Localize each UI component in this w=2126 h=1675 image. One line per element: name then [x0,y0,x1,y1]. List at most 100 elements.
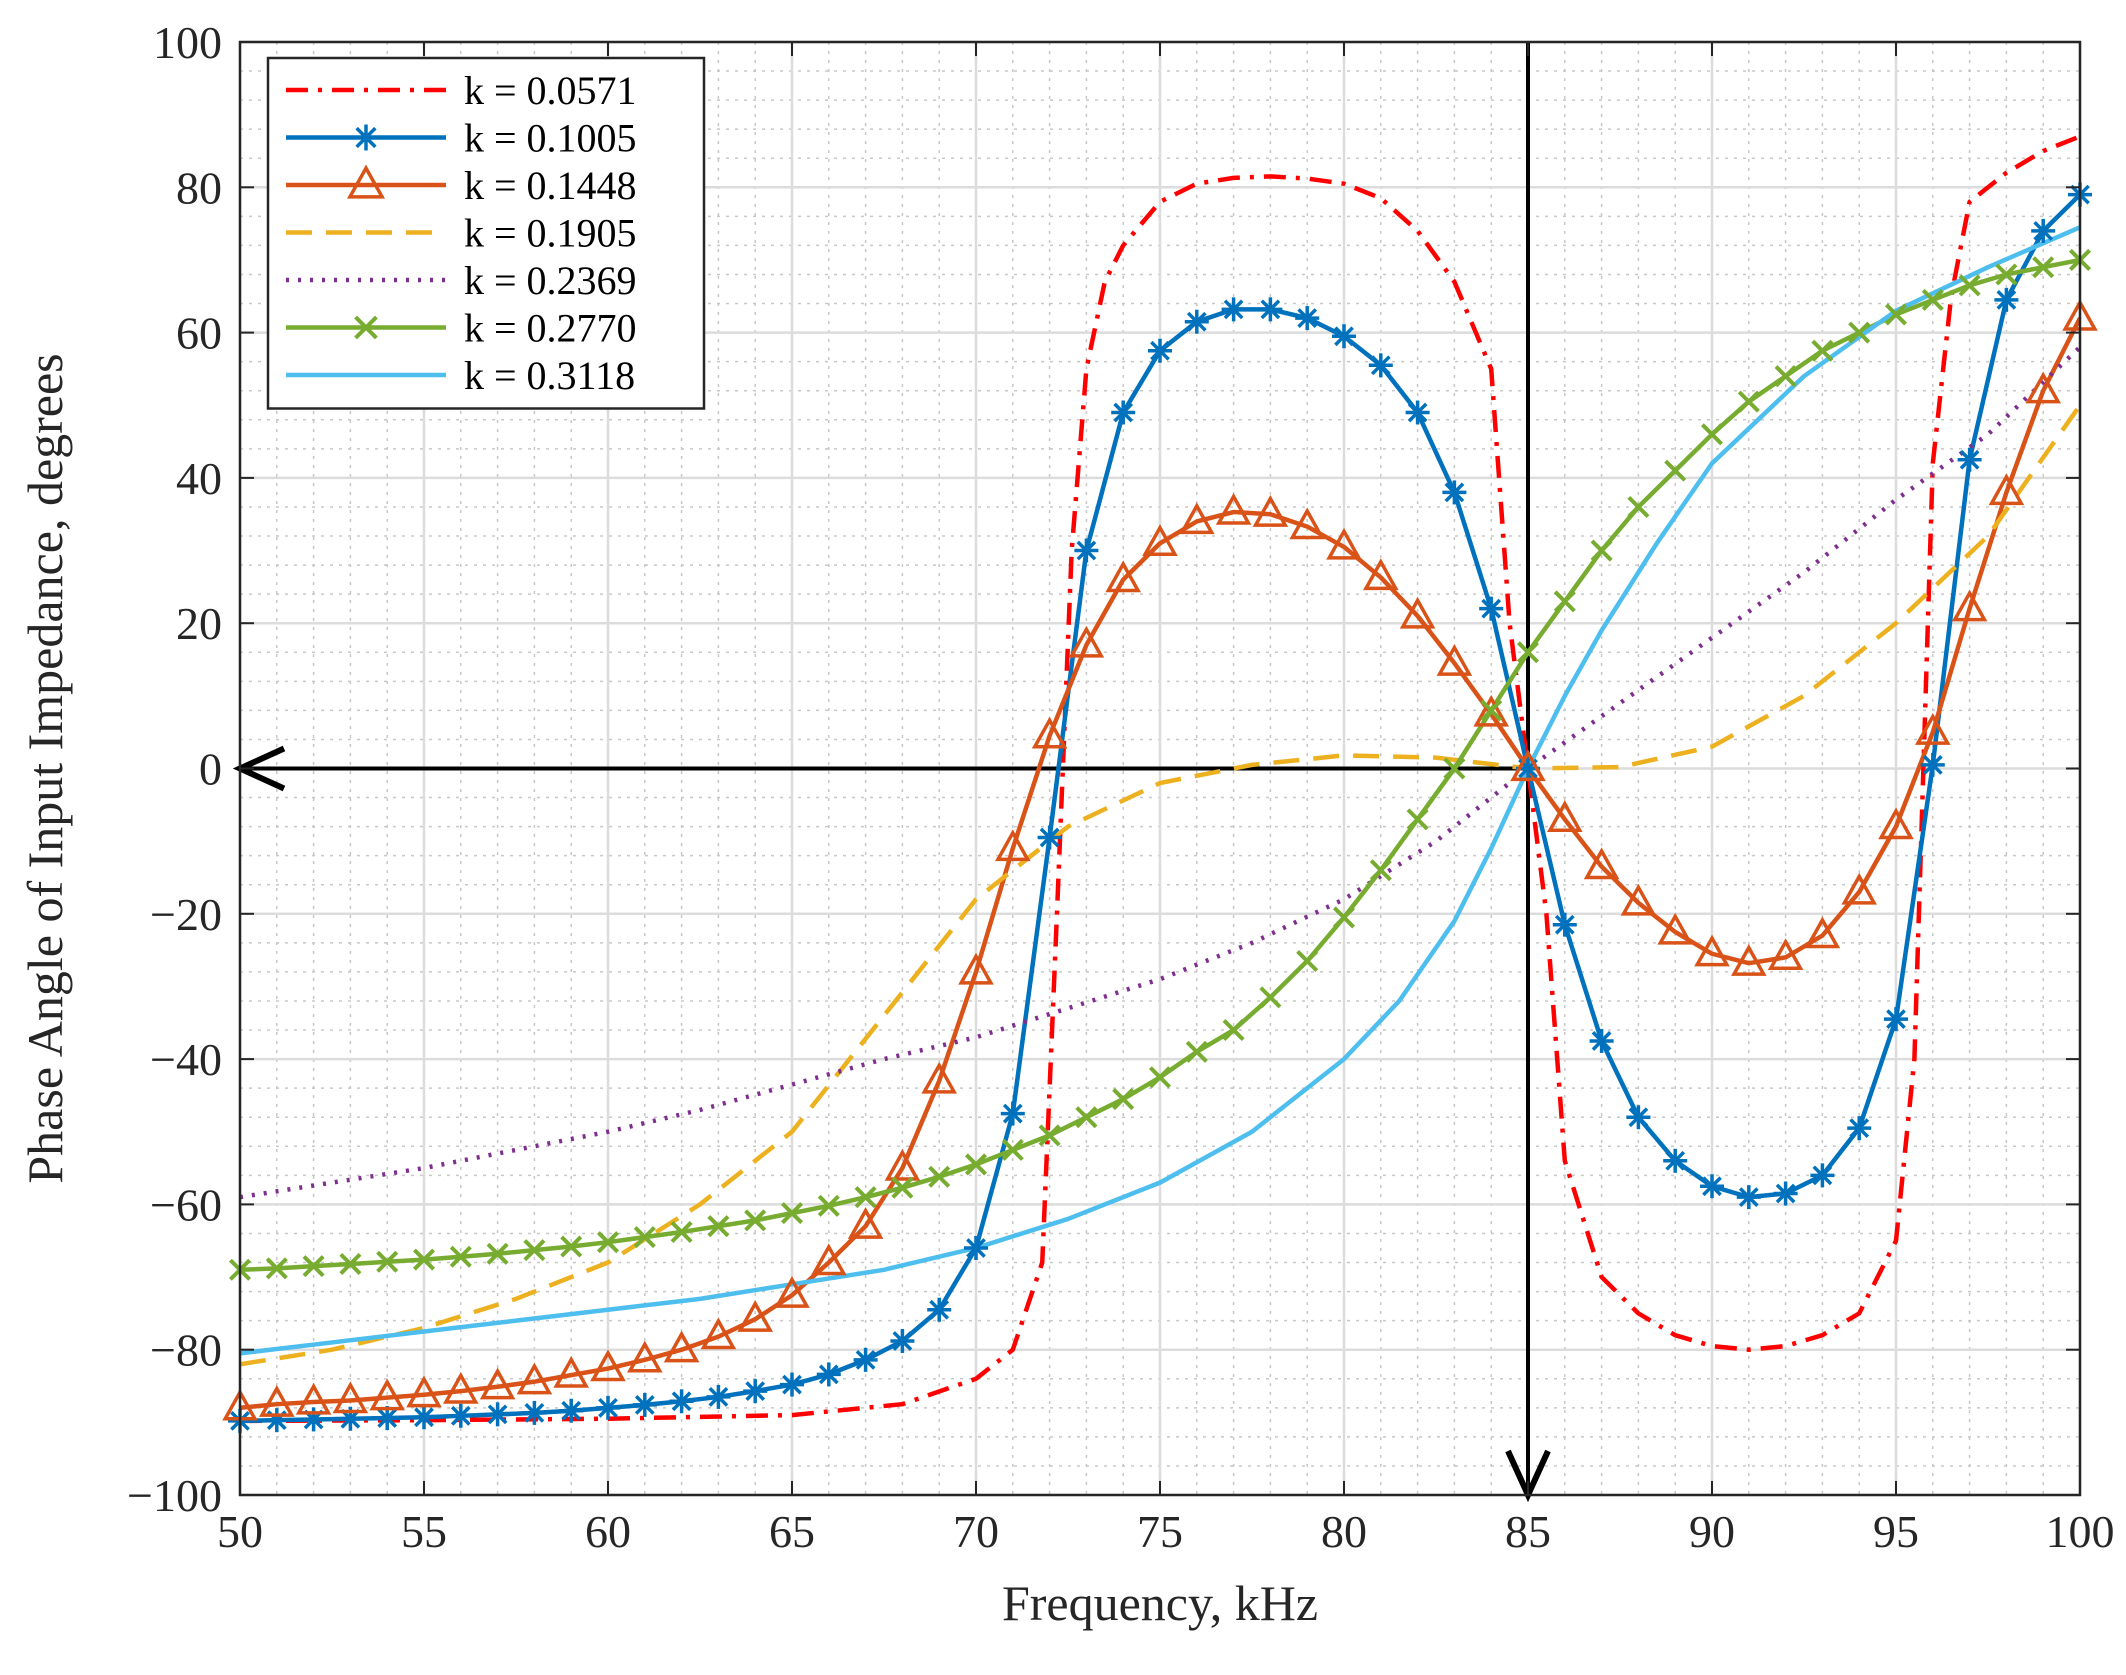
series-6-point-stroke [265,1257,288,1280]
x-tick-label: 100 [2046,1506,2115,1557]
y-axis: −100 −80 −60 −40 −20 0 20 40 60 80 100 [127,17,2080,1521]
series-2-point-stroke [929,1299,950,1320]
series-6-point-stroke [928,1165,951,1188]
series-3-point [1988,473,2025,506]
series-2-point-stroke [1922,754,1943,775]
series-3-point [553,1355,590,1388]
series-2-point-stroke [1665,1150,1686,1171]
series-line-1 [240,134,2080,1424]
series-2-point-stroke [708,1387,729,1407]
series-2-point-stroke [377,1408,398,1428]
series-2-point [485,1402,510,1427]
series-2-point-stroke [598,1397,618,1418]
y-tick-label: 0 [199,744,222,795]
series-6-point [449,1245,472,1268]
series-6-point [1553,590,1576,613]
series-6-point-stroke [1038,1124,1061,1147]
series-2-point-stroke [1886,1009,1906,1030]
series-2-point-stroke [1370,355,1391,376]
series-2-point [1773,1181,1798,1206]
series-2-point [1184,309,1209,334]
series-2-point [1920,752,1945,777]
series-6-point [1774,365,1797,388]
x-tick-label: 90 [1689,1506,1735,1557]
series-2-point-stroke [1150,340,1170,361]
series-3-point [737,1300,774,1332]
series-2-point-stroke [1554,914,1575,935]
series-3-point [700,1317,737,1350]
series-2-point-stroke [966,1238,986,1258]
series-6-point-stroke [854,1186,877,1209]
x-tick-label: 50 [217,1506,263,1557]
series-3-point [1804,916,1841,949]
series-3-point [994,829,1031,862]
series-6-point [744,1209,767,1232]
legend-marker-2-stroke [355,126,377,149]
series-3-point [332,1381,369,1414]
series-3-point [406,1375,442,1408]
series-2-point-stroke [1002,1103,1023,1124]
x-tick-label: 95 [1873,1506,1919,1557]
x-tick-label: 70 [953,1506,999,1557]
series-3-point [1694,934,1730,967]
series-2-point [1552,912,1577,937]
series-6-point-stroke [1148,1066,1172,1089]
series-6-point-stroke [1921,288,1944,311]
series-6-point [1148,1066,1172,1089]
series-2-point-stroke [414,1407,434,1428]
series-2-point [780,1372,804,1397]
series-3-point [1289,507,1326,540]
series-6-point-stroke [1811,339,1834,362]
series-2-point [927,1297,952,1322]
series-6-point [1443,757,1466,780]
series-6-point [1406,808,1429,831]
series-6-point [1884,303,1908,326]
series-6-point-stroke [817,1194,840,1217]
legend-label-3: k = 0.1448 [464,163,637,208]
series-3-point [1105,560,1142,593]
series-3-point [1878,807,1914,840]
series-6-point [596,1231,620,1254]
series-2-point-stroke [1996,290,2017,310]
series-6-point-stroke [1590,539,1613,562]
series-2-point [1810,1163,1835,1188]
series-6-point-stroke [1664,459,1687,482]
series-6-point [964,1153,988,1176]
series-6-point-stroke [1369,859,1392,882]
series-3-point [1068,625,1105,658]
series-2-point [1847,1116,1872,1141]
series-2-point [1479,596,1504,621]
series-3-point [1362,558,1399,591]
y-tick-label: −60 [150,1179,222,1230]
series-6-point [560,1235,583,1258]
series-3-point [921,1061,958,1094]
series-2-point [1037,825,1062,850]
series-2-point [1736,1185,1761,1210]
series-6-point [1038,1124,1061,1147]
series-2-point [1663,1148,1688,1173]
series-6-point [780,1202,804,1225]
series-6-point [1296,950,1319,973]
series-3-point [958,952,994,985]
y-tick-label: −80 [150,1325,222,1376]
series-2-point-stroke [450,1405,471,1426]
series-6-point [1222,1019,1245,1042]
series-6-point-stroke [1480,699,1503,722]
series-6-point [339,1252,362,1275]
series-3-point [442,1371,479,1404]
series-6-point [1958,274,1981,297]
series-3-point [369,1378,406,1411]
series-6-point-stroke [1848,321,1871,344]
series-6-point [1332,906,1356,929]
series-2-point [1442,480,1467,505]
series-2-point [1295,306,1320,331]
series-6-point-stroke [1553,590,1576,613]
series-6-point [891,1176,914,1199]
series-6-point-stroke [1516,641,1540,664]
legend-label-4: k = 0.1905 [464,211,637,256]
series-3-point [1510,749,1546,782]
series-2-point-stroke [745,1381,766,1401]
series-2-point-stroke [1444,482,1465,503]
series-2-point [301,1407,326,1432]
series-3-point [847,1207,884,1239]
